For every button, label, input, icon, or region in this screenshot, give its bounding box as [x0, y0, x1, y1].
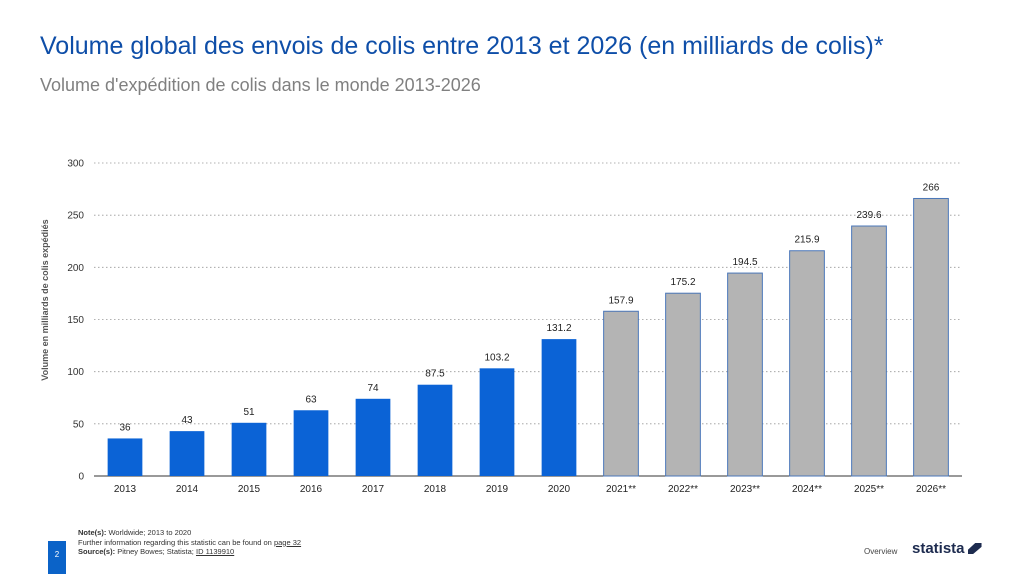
x-tick-label: 2021** [606, 484, 636, 495]
x-tick-label: 2013 [114, 484, 137, 495]
bar-value-label: 215.9 [794, 235, 819, 246]
bar-value-label: 157.9 [608, 295, 633, 306]
y-tick-label: 50 [73, 419, 85, 430]
y-axis-title: Volume en milliards de colis expédiés [40, 219, 50, 380]
x-tick-label: 2016 [300, 484, 323, 495]
page-subtitle: Volume d'expédition de colis dans le mon… [40, 75, 481, 95]
statista-logo-icon [967, 543, 982, 554]
brand-name: statista [912, 540, 965, 557]
x-tick-label: 2019 [486, 484, 509, 495]
bar [851, 225, 887, 477]
footer-notes: Note(s): Worldwide; 2013 to 2020 Further… [78, 528, 301, 557]
bar [727, 272, 763, 477]
bar-value-label: 43 [181, 415, 193, 426]
x-tick-label: 2014 [176, 484, 199, 495]
bar [293, 410, 329, 476]
bar [665, 292, 701, 477]
further-info-text: Further information regarding this stati… [78, 537, 272, 547]
x-tick-label: 2026** [916, 484, 946, 495]
grid-layer [94, 162, 962, 477]
x-tick-label: 2025** [854, 484, 884, 495]
bar-value-label: 266 [923, 182, 940, 193]
bar-value-label: 74 [367, 383, 379, 394]
x-tick-label: 2018 [424, 484, 447, 495]
x-tick-label: 2024** [792, 484, 822, 495]
bar [107, 438, 143, 476]
overview-link[interactable]: Overview [864, 547, 898, 556]
label-layer: 0 50 100 150 200 250 300 36 2013 43 2014 51 2015 63 20… [67, 159, 946, 496]
bar-value-label: 194.5 [732, 257, 757, 268]
bar-value-label: 131.2 [546, 323, 571, 334]
bar-value-label: 87.5 [425, 369, 445, 380]
bar [417, 384, 453, 476]
source-label: Source(s): [78, 547, 116, 556]
statista-logo: statista [912, 540, 982, 557]
bar [479, 368, 515, 476]
bar [913, 197, 949, 477]
bar-layer [107, 197, 949, 477]
x-tick-label: 2022** [668, 484, 698, 495]
bar-value-label: 175.2 [670, 277, 695, 288]
bar-value-label: 239.6 [856, 210, 881, 221]
notes-text: Worldwide; 2013 to 2020 [108, 528, 192, 537]
x-tick-label: 2023** [730, 484, 760, 495]
notes-label: Note(s): [78, 528, 107, 537]
page-link[interactable]: page 32 [273, 537, 302, 547]
x-tick-label: 2017 [362, 484, 385, 495]
bar [789, 250, 825, 477]
statistic-id-link[interactable]: ID 1139910 [195, 547, 235, 556]
bar [541, 339, 577, 476]
x-tick-label: 2020 [548, 484, 571, 495]
bar-value-label: 36 [119, 422, 131, 433]
y-tick-label: 150 [67, 315, 84, 326]
y-tick-label: 250 [67, 211, 84, 222]
y-tick-label: 200 [67, 263, 84, 274]
y-tick-label: 100 [67, 367, 84, 378]
bar-value-label: 51 [243, 407, 255, 418]
page-title: Volume global des envois de colis entre … [40, 32, 884, 60]
x-tick-label: 2015 [238, 484, 261, 495]
page-number-badge: 2 [48, 541, 66, 574]
bar [603, 310, 639, 477]
bar [169, 431, 205, 476]
bar-value-label: 63 [305, 394, 317, 405]
y-tick-label: 0 [78, 472, 84, 483]
bar [355, 398, 391, 476]
source-text: Pitney Bowes; Statista; [117, 547, 194, 556]
bar-value-label: 103.2 [484, 352, 509, 363]
bar [231, 422, 267, 476]
y-tick-label: 300 [67, 159, 84, 170]
